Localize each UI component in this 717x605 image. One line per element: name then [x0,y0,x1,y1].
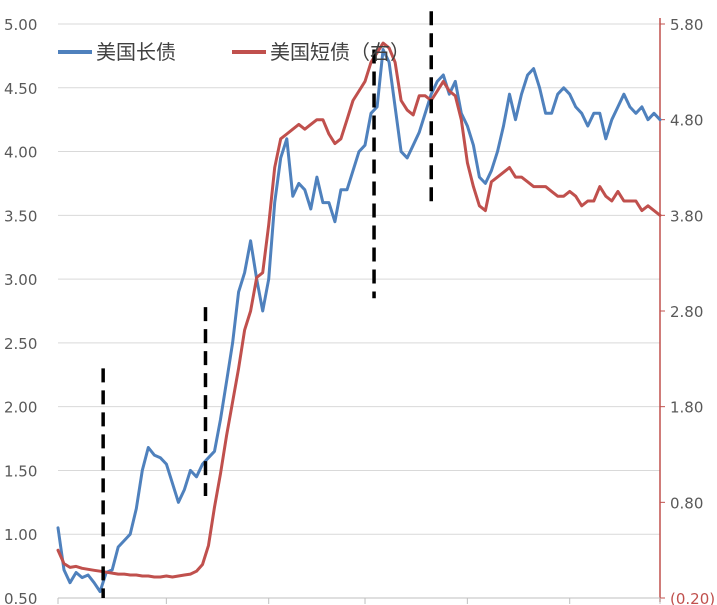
series-line-long-bond [56,48,662,594]
left-tick-label: 5.00 [4,16,37,34]
left-tick-label: 4.50 [4,80,37,98]
left-tick-label: 4.00 [4,144,37,162]
legend: 美国长债 美国短债（右） [58,40,410,64]
left-tick-label: 2.50 [4,335,37,353]
left-tick-label: 0.50 [4,590,37,605]
legend-label: 美国长债 [96,40,176,64]
left-tick-label: 2.00 [4,399,37,417]
right-tick-label: 0.80 [670,494,703,512]
series-line-short-bond [56,41,662,579]
left-axis-ticks: 5.00 4.50 4.00 3.50 3.00 2.50 2.00 1.50 1.00 0.50 [4,16,37,605]
right-tick-label: 3.80 [670,207,703,225]
left-tick-label: 3.50 [4,207,37,225]
left-tick-label: 3.00 [4,271,37,289]
event-markers [101,11,433,598]
legend-label: 美国短债（右） [270,40,410,64]
right-tick-label: 2.80 [670,303,703,321]
series-lines [56,41,662,594]
left-tick-label: 1.00 [4,526,37,544]
right-tick-label: 5.80 [670,16,703,34]
left-tick-label: 1.50 [4,462,37,480]
gridlines [58,23,660,599]
right-tick-label: (0.20) [670,590,715,605]
x-axis [57,597,661,604]
right-axis-ticks: 5.80 4.80 3.80 2.80 1.80 0.80 (0.20) [659,16,715,605]
right-tick-label: 1.80 [670,399,703,417]
right-tick-label: 4.80 [670,112,703,130]
